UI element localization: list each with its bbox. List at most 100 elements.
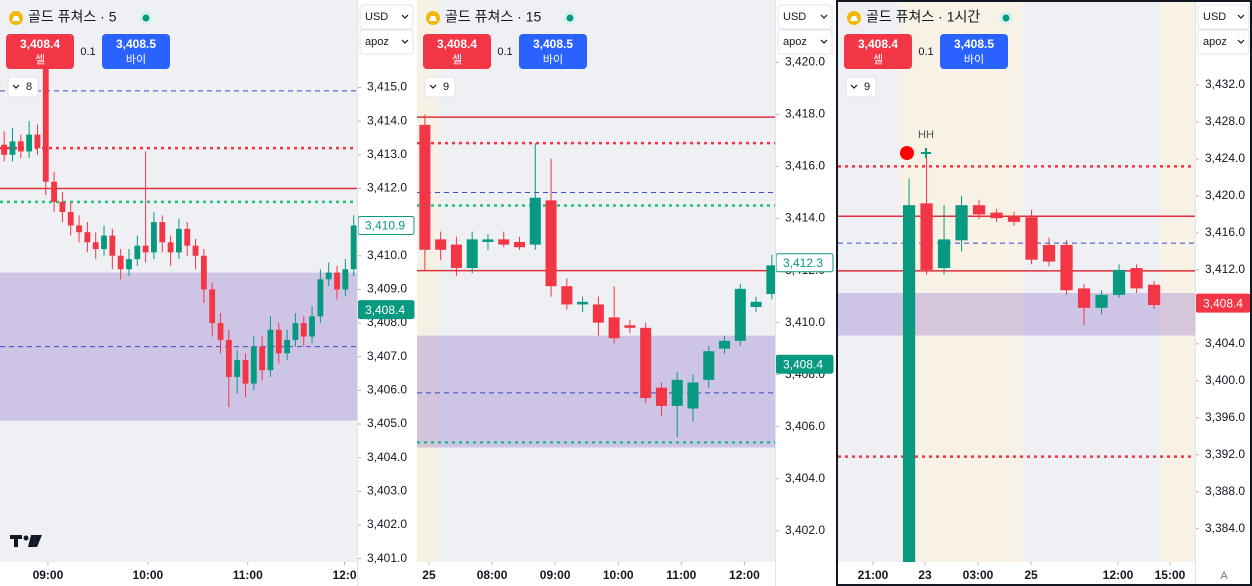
currency-select[interactable] — [1197, 4, 1250, 30]
candle-body — [209, 289, 216, 324]
chevron — [1237, 14, 1245, 19]
candle-body — [126, 259, 132, 270]
y-tick-label: 3,414.0 — [367, 113, 407, 127]
candle-body — [134, 245, 141, 260]
candle-body — [59, 201, 66, 213]
price-tag-label: 3,408.4 — [365, 303, 405, 317]
x-tick-label: 03:00 — [963, 568, 994, 582]
candle-body — [200, 255, 207, 290]
x-tick-label: 23 — [918, 568, 932, 582]
sell-label[interactable]: 셀 — [35, 53, 45, 66]
axis-border — [1195, 0, 1196, 586]
scale-select[interactable] — [777, 29, 833, 55]
candle-body — [51, 181, 58, 202]
candle-body — [972, 205, 986, 215]
candle-body — [67, 212, 74, 226]
price-zone — [838, 293, 1195, 336]
candle-body — [624, 325, 636, 328]
scale-select[interactable] — [1197, 29, 1250, 55]
chevron — [12, 84, 20, 89]
currency-select[interactable] — [359, 4, 414, 30]
buy-button[interactable] — [940, 34, 1008, 69]
candle-body — [192, 245, 199, 256]
sell-button[interactable] — [844, 34, 912, 69]
candle-body — [34, 134, 41, 149]
price-tag-label: 3,408.4 — [783, 357, 823, 371]
sell-button[interactable] — [6, 34, 74, 69]
sell-price[interactable]: 3,408.4 — [20, 37, 60, 51]
buy-price[interactable]: 3,408.5 — [954, 37, 994, 51]
candle-body — [703, 351, 715, 380]
candle-body — [142, 245, 149, 253]
auto-scale-button[interactable]: A — [1220, 570, 1228, 582]
chevron — [429, 84, 437, 89]
y-tick-label: 3,406.0 — [367, 383, 407, 397]
y-tick-label: 3,406.0 — [785, 419, 825, 433]
scale-select[interactable] — [359, 29, 414, 55]
buy-price[interactable]: 3,408.5 — [533, 37, 573, 51]
sell-label[interactable]: 셀 — [452, 53, 462, 66]
panel-background — [417, 0, 775, 562]
currency-select[interactable] — [777, 4, 833, 30]
interval-count[interactable]: 8 — [26, 81, 32, 93]
candle-body — [955, 205, 968, 241]
candle-body — [529, 197, 541, 245]
candle-body — [687, 382, 699, 409]
y-tick-label: 3,410.0 — [785, 315, 825, 329]
y-tick-label: 3,403.0 — [367, 484, 407, 498]
x-tick-label: 10:00 — [603, 568, 634, 582]
candle-body — [217, 323, 224, 340]
buy-label[interactable]: 바이 — [543, 53, 563, 66]
scale-label[interactable]: apoz — [365, 36, 389, 48]
interval-toggle[interactable] — [845, 76, 877, 98]
candle-body — [292, 323, 299, 340]
sell-label[interactable]: 셀 — [873, 53, 883, 66]
candle-body — [750, 301, 762, 308]
buy-button[interactable] — [519, 34, 587, 69]
y-tick-label: 3,388.0 — [1205, 484, 1245, 498]
y-tick-label: 3,384.0 — [1205, 521, 1245, 535]
currency-label[interactable]: USD — [365, 11, 388, 23]
signal-plus — [921, 148, 931, 158]
y-tick-label: 3,416.0 — [1205, 225, 1245, 239]
y-tick-label: 3,416.0 — [785, 159, 825, 173]
y-tick-label: 3,402.0 — [367, 517, 407, 531]
candle-body — [513, 241, 526, 248]
sell-price[interactable]: 3,408.4 — [858, 37, 898, 51]
x-tick-label: 10:00 — [133, 568, 164, 582]
candle-body — [1095, 294, 1108, 308]
chart-panel — [838, 153, 1195, 562]
x-tick-label: 15:00 — [1155, 568, 1186, 582]
buy-label[interactable]: 바이 — [964, 53, 984, 66]
x-tick-label: 11:00 — [666, 568, 696, 582]
y-tick-label: 3,404.0 — [785, 471, 825, 485]
candle-body — [26, 134, 33, 152]
candle-body — [450, 244, 462, 268]
x-tick-label: 21:00 — [858, 568, 889, 582]
chart-panel — [417, 114, 775, 448]
interval-count[interactable]: 9 — [864, 81, 870, 93]
candle-body — [184, 228, 191, 246]
interval-toggle[interactable] — [7, 76, 39, 98]
scale-label[interactable]: apoz — [1203, 36, 1227, 48]
candle-body — [159, 222, 166, 243]
currency-label[interactable]: USD — [783, 11, 806, 23]
buy-label[interactable]: 바이 — [126, 53, 146, 66]
candle-body — [42, 67, 49, 182]
scale-label[interactable]: apoz — [783, 36, 807, 48]
buy-price[interactable]: 3,408.5 — [116, 37, 156, 51]
chevron — [850, 84, 858, 89]
candle-body — [1042, 244, 1056, 262]
y-tick-label: 3,428.0 — [1205, 114, 1245, 128]
candle-body — [300, 323, 307, 337]
sell-price[interactable]: 3,408.4 — [437, 37, 477, 51]
sell-button[interactable] — [423, 34, 491, 69]
interval-count[interactable]: 9 — [443, 81, 449, 93]
interval-toggle[interactable] — [424, 76, 456, 98]
y-tick-label: 3,410.0 — [367, 248, 407, 262]
x-tick-label: 08:00 — [477, 568, 508, 582]
currency-label[interactable]: USD — [1203, 11, 1226, 23]
y-tick-label: 3,415.0 — [367, 80, 407, 94]
candle-body — [234, 360, 241, 377]
buy-button[interactable] — [102, 34, 170, 69]
